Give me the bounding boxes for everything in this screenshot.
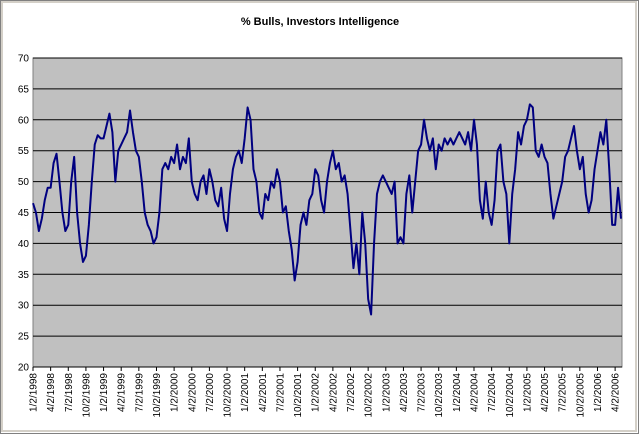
- x-tick-label: 7/2/1999: [134, 373, 145, 412]
- x-tick-label: 1/2/2004: [452, 373, 463, 412]
- y-tick-label: 60: [18, 115, 30, 126]
- x-tick-label: 4/2/2003: [399, 373, 410, 412]
- x-tick-label: 10/2/1998: [81, 373, 92, 418]
- x-tick-label: 1/2/2001: [240, 373, 251, 412]
- chart-title: % Bulls, Investors Intelligence: [241, 16, 399, 28]
- x-tick-label: 1/2/1998: [29, 373, 40, 412]
- x-tick-label: 1/2/1999: [99, 373, 110, 412]
- x-tick-label: 10/2/1999: [152, 373, 163, 418]
- y-tick-label: 25: [18, 332, 30, 343]
- x-tick-label: 10/2/2003: [434, 373, 445, 418]
- x-tick-label: 7/2/2001: [275, 373, 286, 412]
- y-tick-label: 55: [18, 146, 30, 157]
- y-tick-label: 35: [18, 270, 30, 281]
- y-tick-label: 40: [18, 239, 30, 250]
- x-tick-label: 10/2/2002: [364, 373, 375, 418]
- x-tick-label: 10/2/2004: [505, 373, 516, 418]
- y-tick-label: 45: [18, 208, 30, 219]
- x-tick-label: 7/2/1998: [64, 373, 75, 412]
- x-tick-label: 7/2/2000: [205, 373, 216, 412]
- x-tick-label: 4/2/1999: [117, 373, 128, 412]
- x-tick-label: 10/2/2005: [575, 373, 586, 418]
- x-tick-label: 4/2/2000: [187, 373, 198, 412]
- x-tick-label: 4/2/2005: [540, 373, 551, 412]
- x-tick-label: 1/2/2002: [311, 373, 322, 412]
- y-tick-label: 20: [18, 363, 30, 374]
- x-tick-label: 4/2/1998: [46, 373, 57, 412]
- y-tick-label: 65: [18, 84, 30, 95]
- x-tick-label: 7/2/2002: [346, 373, 357, 412]
- y-tick-label: 70: [18, 54, 30, 65]
- x-tick-label: 1/2/2005: [522, 373, 533, 412]
- x-tick-label: 4/2/2006: [611, 373, 622, 412]
- x-tick-label: 1/2/2003: [381, 373, 392, 412]
- y-tick-label: 30: [18, 301, 30, 312]
- x-tick-label: 10/2/2000: [223, 373, 234, 418]
- x-tick-label: 7/2/2005: [558, 373, 569, 412]
- x-tick-label: 4/2/2002: [328, 373, 339, 412]
- data-line: [32, 103, 622, 316]
- x-tick-label: 1/2/2000: [170, 373, 181, 412]
- x-tick-label: 7/2/2004: [487, 373, 498, 412]
- x-tick-label: 4/2/2004: [470, 373, 481, 412]
- y-tick-label: 50: [18, 177, 30, 188]
- x-tick-label: 7/2/2003: [417, 373, 428, 412]
- x-tick-label: 4/2/2001: [258, 373, 269, 412]
- x-tick-label: 10/2/2001: [293, 373, 304, 418]
- x-tick-label: 1/2/2006: [593, 373, 604, 412]
